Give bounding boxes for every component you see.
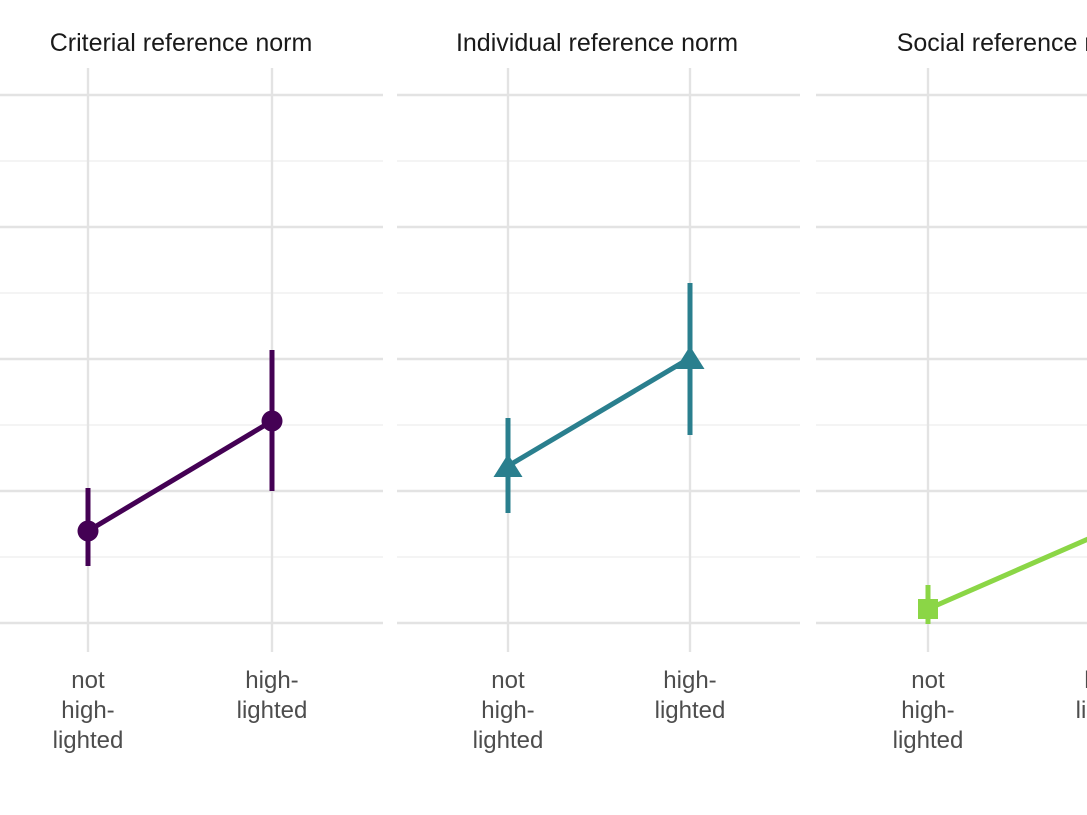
series-line bbox=[86, 418, 274, 534]
marker-circle bbox=[77, 520, 99, 542]
marker-triangle bbox=[675, 346, 705, 369]
series-line bbox=[506, 355, 692, 469]
facet-title-criterial: Criterial reference norm bbox=[49, 29, 313, 57]
x-tick-label-highlighted: high- lighted bbox=[654, 667, 726, 724]
marker-triangle bbox=[493, 454, 523, 477]
facet-title-social: Social reference norm bbox=[896, 29, 1087, 57]
facet-title-individual: Individual reference norm bbox=[455, 29, 739, 57]
marker-square bbox=[918, 599, 938, 619]
x-tick-label-not-highlighted: not high- lighted bbox=[892, 667, 964, 754]
x-tick-label-highlighted: high- lighted bbox=[1075, 667, 1087, 724]
x-tick-label-not-highlighted: not high- lighted bbox=[52, 667, 124, 754]
x-tick-label-highlighted: high- lighted bbox=[236, 667, 308, 724]
x-tick-label-not-highlighted: not high- lighted bbox=[472, 667, 544, 754]
series-line bbox=[926, 536, 1087, 612]
marker-circle bbox=[261, 410, 283, 432]
